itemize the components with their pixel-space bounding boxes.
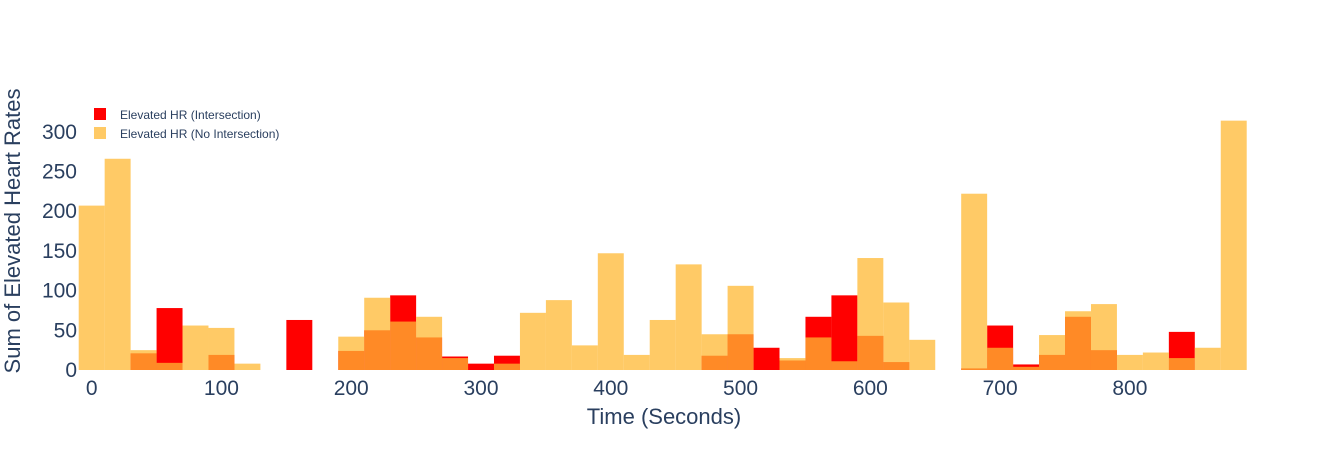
x-tick-labels: 0 100 200 300 400 500 600 700 800	[86, 377, 1148, 400]
bar[interactable]	[156, 308, 183, 370]
bar[interactable]	[727, 285, 754, 370]
bar[interactable]	[156, 362, 183, 370]
bars-layer	[78, 120, 1247, 371]
bar[interactable]	[338, 336, 365, 370]
y-tick-label: 250	[42, 160, 77, 183]
y-axis-title: Sum of Elevated Heart Rates	[0, 89, 25, 374]
y-tick-labels: 0 50 100 150 200 250 300	[42, 121, 77, 382]
y-tick-label: 0	[65, 359, 77, 382]
x-tick-label: 400	[593, 377, 628, 400]
bar[interactable]	[364, 297, 391, 370]
y-tick-label: 100	[42, 280, 77, 303]
x-tick-label: 300	[463, 377, 498, 400]
series-no-intersection	[78, 120, 1247, 371]
bar[interactable]	[545, 300, 572, 370]
bar[interactable]	[1039, 335, 1066, 370]
bar[interactable]	[649, 319, 676, 370]
bar[interactable]	[883, 302, 910, 371]
bar[interactable]	[468, 363, 494, 370]
x-tick-label: 100	[204, 377, 239, 400]
bar[interactable]	[519, 312, 546, 370]
bar[interactable]	[1090, 304, 1117, 370]
bar[interactable]	[442, 358, 469, 370]
bar[interactable]	[857, 258, 884, 370]
bar[interactable]	[909, 339, 936, 370]
bar[interactable]	[182, 325, 209, 370]
bar[interactable]	[234, 363, 261, 370]
bar[interactable]	[286, 319, 313, 370]
x-tick-label: 700	[983, 377, 1018, 400]
bar[interactable]	[831, 361, 858, 370]
bar[interactable]	[78, 205, 105, 370]
bar[interactable]	[675, 264, 702, 370]
bar[interactable]	[753, 347, 780, 370]
bar[interactable]	[1116, 354, 1143, 370]
bar[interactable]	[208, 327, 235, 370]
y-tick-label: 300	[42, 121, 77, 144]
bar[interactable]	[805, 337, 832, 370]
bar[interactable]	[571, 345, 598, 370]
bar[interactable]	[390, 321, 417, 370]
legend-swatch-no-intersection	[94, 127, 106, 139]
bar[interactable]	[104, 158, 131, 370]
bar[interactable]	[1194, 347, 1221, 370]
bar[interactable]	[597, 253, 624, 370]
bar[interactable]	[1013, 366, 1040, 370]
legend-item-no-intersection[interactable]: Elevated HR (No Intersection)	[94, 127, 279, 141]
bar[interactable]	[961, 193, 988, 370]
bar[interactable]	[1168, 358, 1195, 370]
x-tick-label: 800	[1112, 377, 1147, 400]
bar[interactable]	[1065, 311, 1091, 370]
legend-label-no-intersection: Elevated HR (No Intersection)	[120, 127, 279, 141]
y-tick-label: 200	[42, 200, 77, 223]
legend[interactable]: Elevated HR (Intersection) Elevated HR (…	[94, 108, 279, 141]
bar[interactable]	[831, 295, 858, 370]
legend-item-intersection[interactable]: Elevated HR (Intersection)	[94, 108, 261, 122]
legend-swatch-intersection	[94, 108, 106, 120]
x-axis-title: Time (Seconds)	[587, 404, 741, 429]
bar[interactable]	[493, 363, 520, 370]
y-tick-label: 150	[42, 240, 77, 263]
x-tick-label: 600	[853, 377, 888, 400]
legend-label-intersection: Elevated HR (Intersection)	[120, 108, 261, 122]
x-tick-label: 200	[334, 377, 369, 400]
y-tick-label: 50	[54, 319, 77, 342]
bar[interactable]	[779, 358, 806, 370]
x-tick-label: 0	[86, 377, 98, 400]
bar[interactable]	[130, 350, 157, 370]
bar[interactable]	[987, 347, 1014, 370]
x-tick-label: 500	[723, 377, 758, 400]
bar[interactable]	[701, 334, 728, 370]
bar[interactable]	[623, 354, 650, 370]
bar[interactable]	[1142, 352, 1169, 370]
bar[interactable]	[1220, 120, 1247, 371]
bar[interactable]	[416, 316, 443, 370]
